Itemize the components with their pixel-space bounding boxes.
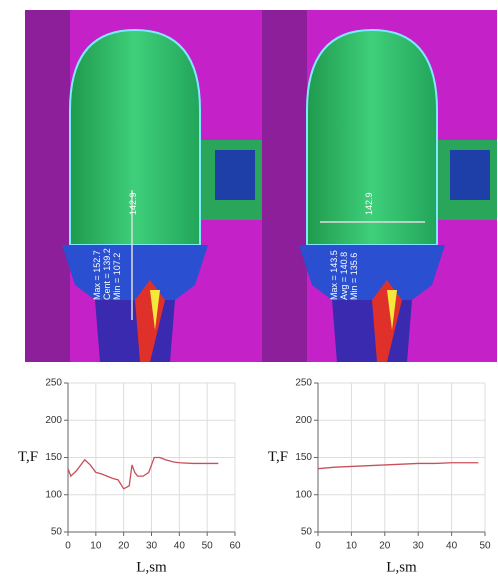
- y-tick-label: 50: [301, 527, 313, 538]
- thermal-image-right: [262, 10, 497, 362]
- measurement-label: Avg = 140.8: [339, 252, 349, 300]
- x-tick-label: 40: [174, 541, 186, 552]
- x-axis-label: L,sm: [386, 559, 417, 575]
- data-line: [317, 462, 479, 470]
- y-tick-label: 100: [45, 489, 62, 500]
- y-tick-label: 150: [295, 452, 312, 463]
- measurement-label: Min = 107.2: [112, 253, 122, 300]
- thermal-image-left: [25, 10, 262, 362]
- y-tick-label: 50: [51, 527, 63, 538]
- y-tick-label: 200: [295, 415, 312, 426]
- line-value-label: 142.9: [128, 192, 138, 215]
- y-tick-label: 250: [295, 378, 312, 389]
- x-tick-label: 30: [146, 541, 158, 552]
- x-tick-label: 20: [379, 541, 391, 552]
- line-value-label: 142.9: [364, 192, 374, 215]
- x-axis-label: L,sm: [136, 559, 167, 575]
- y-axis-label: T,F: [268, 449, 288, 465]
- x-tick-label: 40: [446, 541, 458, 552]
- x-tick-label: 30: [413, 541, 425, 552]
- y-tick-label: 200: [45, 415, 62, 426]
- data-line: [67, 456, 219, 490]
- measurement-label: Max = 143.5: [329, 250, 339, 300]
- x-tick-label: 60: [229, 541, 241, 552]
- y-tick-label: 250: [45, 378, 62, 389]
- y-axis-label: T,F: [18, 449, 38, 465]
- x-tick-label: 0: [315, 541, 321, 552]
- y-tick-label: 100: [295, 489, 312, 500]
- measurement-label: Min = 135.6: [349, 253, 359, 300]
- x-tick-label: 10: [346, 541, 358, 552]
- measurement-label: Cent = 139.2: [102, 248, 112, 300]
- y-tick-label: 150: [45, 452, 62, 463]
- x-tick-label: 50: [202, 541, 214, 552]
- x-tick-label: 10: [90, 541, 102, 552]
- measurement-label: Max = 152.7: [92, 250, 102, 300]
- x-tick-label: 20: [118, 541, 130, 552]
- x-tick-label: 0: [65, 541, 71, 552]
- x-tick-label: 50: [479, 541, 491, 552]
